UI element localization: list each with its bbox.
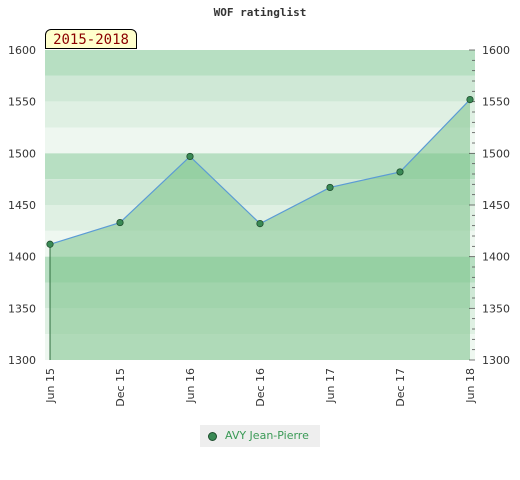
x-tick-label: Jun 15 <box>44 368 57 404</box>
area-layer <box>50 99 470 360</box>
series-area <box>50 99 470 360</box>
data-point <box>256 220 264 228</box>
y-tick-label-left: 1550 <box>8 96 36 109</box>
background-band <box>45 50 475 76</box>
x-tick-label: Jun 16 <box>184 368 197 404</box>
y-tick-label-right: 1350 <box>482 302 510 315</box>
data-point <box>46 240 54 248</box>
y-tick-label-left: 1500 <box>8 147 36 160</box>
x-tick-label: Jun 17 <box>324 368 337 404</box>
axis-layer: 1300 1300 1350 1350 1400 1400 1450 1450 1500 1500… <box>8 44 510 407</box>
x-tick-label: Dec 17 <box>394 368 407 407</box>
background-band <box>45 127 475 154</box>
legend-marker-icon <box>208 432 217 441</box>
y-tick-label-right: 1500 <box>482 147 510 160</box>
data-point <box>186 152 194 161</box>
y-tick-label-right: 1300 <box>482 354 510 367</box>
y-tick-label-left: 1600 <box>8 44 36 57</box>
y-tick-label-left: 1450 <box>8 199 36 212</box>
chart-title: WOF ratinglist <box>213 6 307 19</box>
x-tick-label: Dec 16 <box>254 368 267 407</box>
data-point <box>326 183 334 192</box>
legend[interactable]: AVY Jean-Pierre <box>200 425 320 447</box>
data-point <box>116 218 124 227</box>
data-point <box>396 168 404 176</box>
y-tick-label-right: 1550 <box>482 96 510 109</box>
y-tick-label-left: 1300 <box>8 354 36 367</box>
legend-label: AVY Jean-Pierre <box>225 429 309 442</box>
x-tick-label: Dec 15 <box>114 368 127 407</box>
y-tick-label-right: 1600 <box>482 44 510 57</box>
y-tick-label-left: 1350 <box>8 302 36 315</box>
y-tick-label-right: 1400 <box>482 251 510 264</box>
marker-layer <box>46 96 474 248</box>
period-badge: 2015-2018 <box>45 29 137 49</box>
x-tick-label: Jun 18 <box>464 368 477 404</box>
y-tick-label-left: 1400 <box>8 251 36 264</box>
background-band <box>45 75 475 102</box>
background-band <box>45 101 475 128</box>
data-point <box>466 96 474 104</box>
y-tick-label-right: 1450 <box>482 199 510 212</box>
